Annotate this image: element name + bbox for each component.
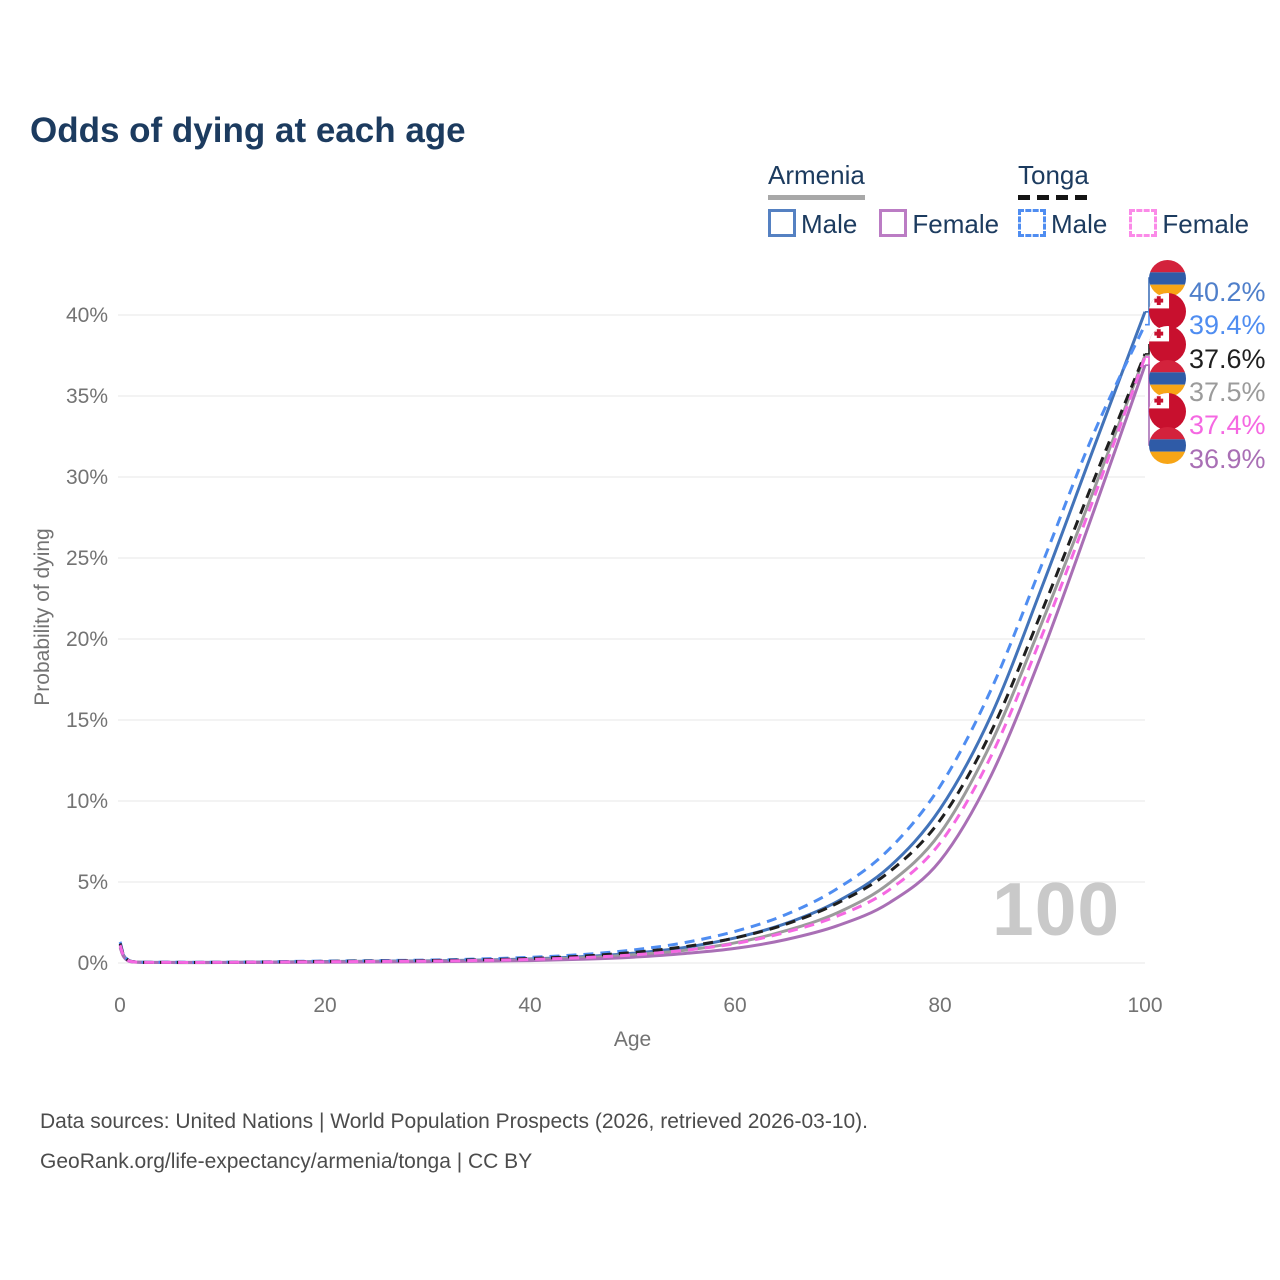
legend-tonga-head: Tonga (1018, 160, 1089, 200)
y-tick-label: 40% (66, 304, 108, 327)
end-label-value: 40.2% (1189, 276, 1266, 307)
end-label-armenia-female: 36.9% (1149, 426, 1266, 474)
end-label-value: 39.4% (1189, 310, 1266, 341)
page-title: Odds of dying at each age (30, 111, 466, 151)
armenia-male-checkbox[interactable] (768, 209, 796, 237)
x-tick-label: 60 (723, 994, 746, 1017)
end-label-value: 37.6% (1189, 343, 1266, 374)
tonga-linestyle-swatch (1018, 195, 1089, 200)
armenia-male-label[interactable]: Male (801, 209, 858, 239)
legend-group-tonga: Tonga Male Female (1018, 160, 1271, 240)
x-tick-label: 20 (313, 994, 336, 1017)
age-counter-watermark: 100 (992, 867, 1121, 951)
y-tick-label: 25% (66, 547, 108, 570)
armenia-flag-icon (1149, 259, 1186, 297)
legend-armenia-head: Armenia (768, 160, 865, 200)
y-tick-label: 10% (66, 790, 108, 813)
end-label-value: 36.9% (1189, 443, 1266, 474)
tonga-female-label[interactable]: Female (1162, 209, 1250, 239)
y-tick-label: 15% (66, 709, 108, 732)
y-tick-label: 0% (78, 952, 108, 975)
armenia-flag-icon (1149, 359, 1186, 397)
armenia-flag-icon (1149, 426, 1186, 464)
tonga-flag-icon (1149, 326, 1186, 364)
series-line-tonga-female (118, 356, 1147, 964)
y-tick-label: 5% (78, 871, 108, 894)
x-tick-label: 100 (1127, 994, 1162, 1017)
legend-tonga-title[interactable]: Tonga (1018, 160, 1089, 190)
end-label-value: 37.5% (1189, 376, 1266, 407)
footer-data-sources: Data sources: United Nations | World Pop… (40, 1110, 869, 1133)
y-tick-label: 30% (66, 466, 108, 489)
tonga-flag-icon (1149, 292, 1186, 330)
end-label-tonga-male: 39.4% (1149, 292, 1266, 340)
end-label-armenia-male: 40.2% (1149, 259, 1266, 307)
y-axis-title: Probability of dying (31, 528, 54, 706)
y-tick-label: 20% (66, 628, 108, 651)
end-label-tonga-female: 37.4% (1149, 393, 1266, 440)
x-axis-title: Age (613, 1028, 652, 1051)
armenia-female-checkbox[interactable] (879, 209, 908, 237)
end-label-value: 37.4% (1189, 410, 1266, 441)
armenia-female-label[interactable]: Female (912, 209, 1000, 239)
x-tick-label: 0 (114, 994, 126, 1017)
tonga-female-checkbox[interactable] (1129, 209, 1158, 237)
tonga-flag-icon (1149, 393, 1186, 431)
armenia-linestyle-swatch (768, 195, 865, 200)
tonga-male-checkbox[interactable] (1018, 209, 1046, 237)
legend-group-armenia: Armenia Male Female (768, 160, 1021, 240)
x-tick-label: 40 (518, 994, 541, 1017)
legend-armenia-title[interactable]: Armenia (768, 160, 865, 190)
end-label-armenia-both: 37.5% (1149, 359, 1266, 407)
y-tick-label: 35% (66, 385, 108, 408)
series-line-armenia-male (118, 311, 1147, 964)
tonga-male-label[interactable]: Male (1051, 209, 1108, 239)
footer-attribution: GeoRank.org/life-expectancy/armenia/tong… (40, 1150, 533, 1173)
end-label-tonga-both: 37.6% (1149, 326, 1266, 374)
x-tick-label: 80 (928, 994, 951, 1017)
